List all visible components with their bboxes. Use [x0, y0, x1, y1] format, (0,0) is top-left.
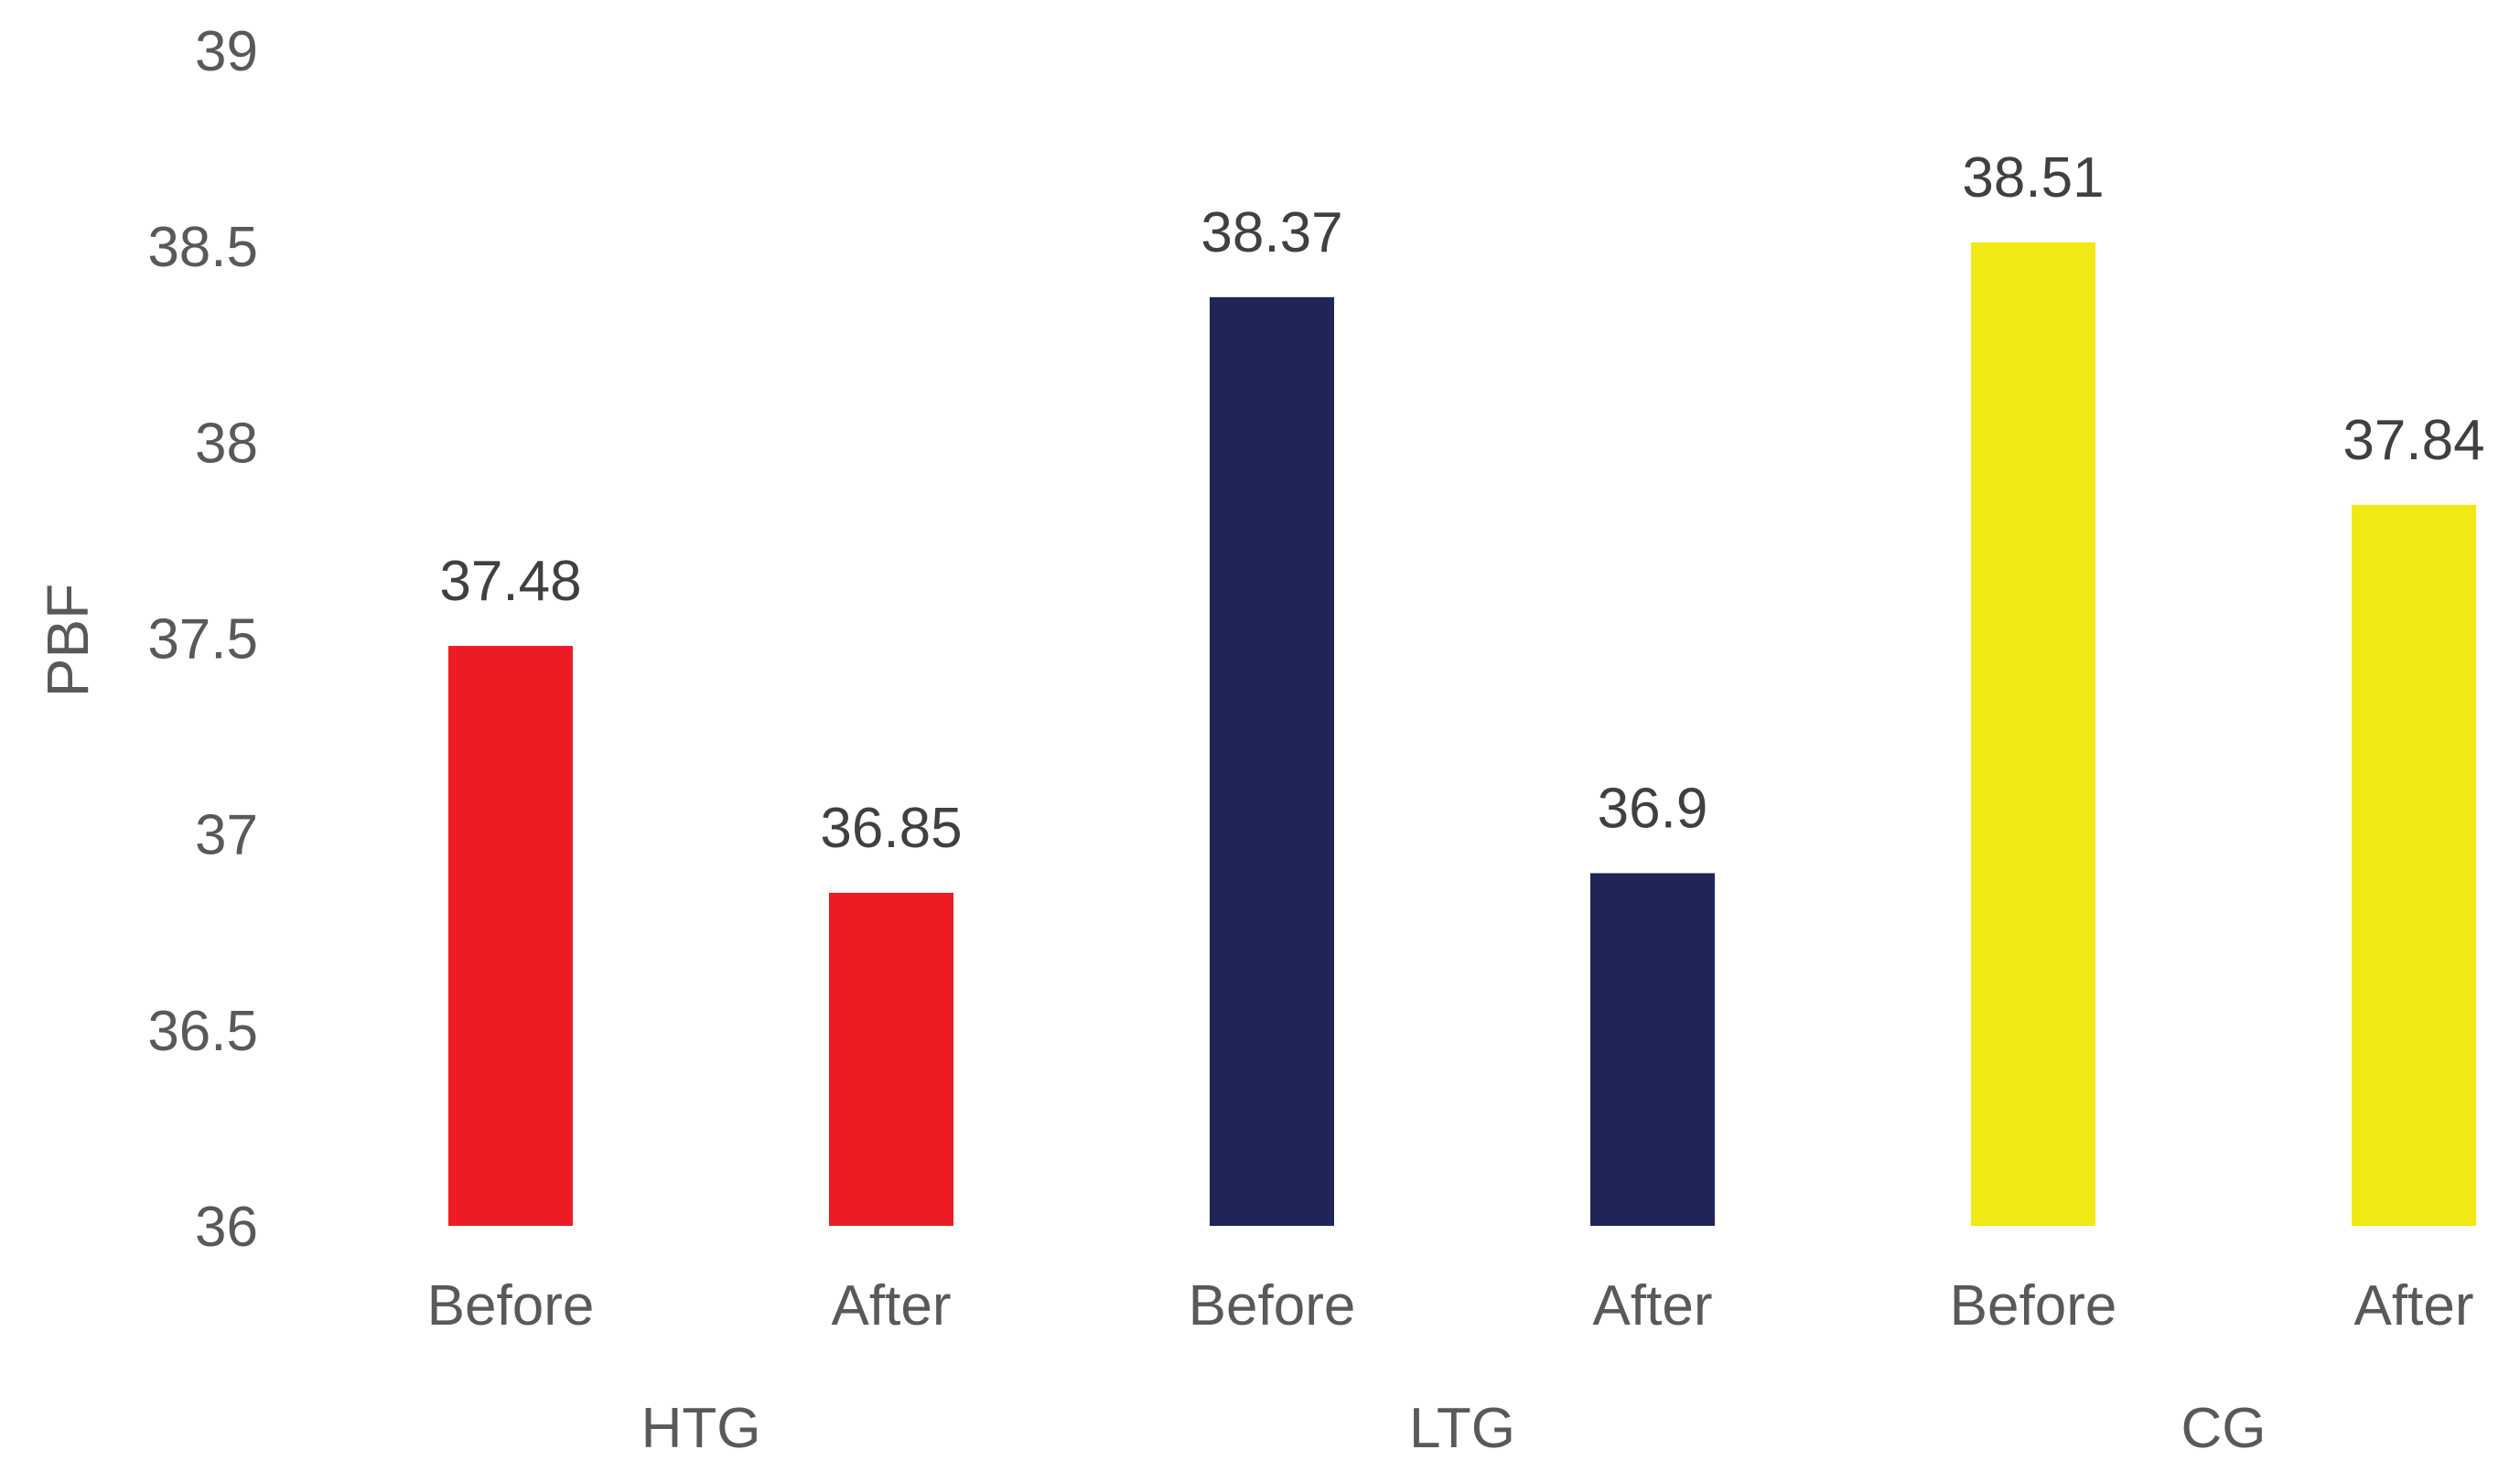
- x-axis-group-labels: HTG LTG CG: [641, 1397, 2267, 1460]
- y-axis-title: PBF: [35, 584, 101, 697]
- data-label: 36.9: [1598, 778, 1708, 841]
- x-category-label: After: [832, 1274, 952, 1337]
- y-tick-label: 37.5: [147, 608, 258, 671]
- y-axis-ticks: 39 38.5 38 37.5 37 36.5 36: [147, 20, 258, 1259]
- x-group-label: HTG: [641, 1397, 761, 1460]
- data-label: 37.48: [439, 550, 581, 613]
- data-label: 38.51: [1962, 146, 2104, 209]
- bar-ltg-before: [1210, 296, 1334, 1227]
- x-axis-category-labels: Before After Before After Before After: [427, 1274, 2474, 1337]
- y-tick-label: 36: [195, 1196, 258, 1259]
- x-group-label: LTG: [1409, 1397, 1515, 1460]
- x-category-label: After: [2354, 1274, 2474, 1337]
- bars: [448, 242, 2476, 1227]
- y-tick-label: 37: [195, 804, 258, 867]
- x-category-label: Before: [427, 1274, 595, 1337]
- x-group-label: CG: [2181, 1397, 2267, 1460]
- y-tick-label: 39: [195, 20, 258, 83]
- x-category-label: Before: [1950, 1274, 2117, 1337]
- data-label: 38.37: [1201, 201, 1342, 264]
- bar-ltg-after: [1590, 873, 1715, 1226]
- y-tick-label: 36.5: [147, 1000, 258, 1063]
- bar-cg-after: [2352, 504, 2476, 1226]
- data-labels: 37.48 36.85 38.37 36.9 38.51 37.84: [439, 146, 2484, 860]
- y-tick-label: 38: [195, 412, 258, 475]
- data-label: 36.85: [820, 797, 962, 860]
- bar-cg-before: [1971, 242, 2095, 1227]
- y-tick-label: 38.5: [147, 216, 258, 279]
- bar-htg-after: [829, 892, 953, 1226]
- data-label: 37.84: [2342, 409, 2484, 472]
- bar-htg-before: [448, 646, 573, 1226]
- x-category-label: After: [1593, 1274, 1713, 1337]
- x-category-label: Before: [1189, 1274, 1356, 1337]
